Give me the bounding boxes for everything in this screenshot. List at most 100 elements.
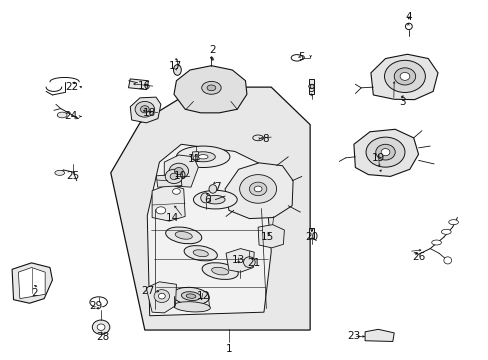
Text: 10: 10 <box>173 171 186 181</box>
Ellipse shape <box>169 163 188 179</box>
Ellipse shape <box>375 144 394 160</box>
Text: 15: 15 <box>261 232 274 242</box>
Ellipse shape <box>191 152 215 162</box>
Text: 2: 2 <box>31 288 38 297</box>
Polygon shape <box>152 184 185 221</box>
Polygon shape <box>370 54 437 100</box>
Ellipse shape <box>186 294 195 298</box>
Polygon shape <box>258 225 284 248</box>
Text: 17: 17 <box>168 61 182 71</box>
Ellipse shape <box>165 169 183 184</box>
Ellipse shape <box>193 250 208 257</box>
Ellipse shape <box>174 167 183 175</box>
Ellipse shape <box>92 320 110 334</box>
Ellipse shape <box>176 146 229 167</box>
Ellipse shape <box>206 85 215 91</box>
Ellipse shape <box>366 137 404 167</box>
Ellipse shape <box>254 186 262 192</box>
Text: 7: 7 <box>214 182 221 192</box>
Ellipse shape <box>443 257 451 264</box>
Ellipse shape <box>205 195 224 204</box>
Ellipse shape <box>172 189 180 194</box>
Ellipse shape <box>55 170 64 175</box>
Ellipse shape <box>211 267 228 275</box>
Ellipse shape <box>290 55 302 61</box>
Polygon shape <box>19 267 45 298</box>
Text: 29: 29 <box>89 301 102 311</box>
Ellipse shape <box>198 155 207 159</box>
Ellipse shape <box>172 287 209 305</box>
Ellipse shape <box>158 293 165 299</box>
Polygon shape <box>225 249 254 272</box>
Bar <box>156 174 182 187</box>
Polygon shape <box>12 263 52 303</box>
Polygon shape <box>130 97 161 123</box>
Ellipse shape <box>193 190 237 209</box>
Text: 14: 14 <box>165 212 179 222</box>
Text: 12: 12 <box>196 291 209 301</box>
Ellipse shape <box>135 102 154 117</box>
Text: 11: 11 <box>188 154 201 163</box>
Ellipse shape <box>97 324 105 330</box>
Ellipse shape <box>431 240 441 245</box>
Polygon shape <box>174 66 246 113</box>
Text: 19: 19 <box>371 153 384 163</box>
Text: 20: 20 <box>305 232 318 242</box>
Text: 21: 21 <box>247 258 260 268</box>
Polygon shape <box>365 329 393 342</box>
Ellipse shape <box>308 84 314 89</box>
Text: 25: 25 <box>66 171 80 181</box>
Ellipse shape <box>140 106 149 113</box>
Ellipse shape <box>154 290 169 302</box>
Bar <box>128 79 148 90</box>
Ellipse shape <box>57 112 67 118</box>
Bar <box>309 228 313 238</box>
Ellipse shape <box>181 292 200 301</box>
Ellipse shape <box>405 23 411 30</box>
Text: 3: 3 <box>398 97 405 107</box>
Ellipse shape <box>243 257 255 267</box>
Polygon shape <box>224 163 292 219</box>
Ellipse shape <box>380 149 389 156</box>
Ellipse shape <box>384 60 425 93</box>
Text: 8: 8 <box>262 134 268 144</box>
Ellipse shape <box>173 64 181 75</box>
Polygon shape <box>353 129 418 176</box>
Bar <box>192 152 199 160</box>
Ellipse shape <box>249 182 266 196</box>
Ellipse shape <box>393 68 415 85</box>
Text: 18: 18 <box>143 108 156 118</box>
Text: 28: 28 <box>96 332 109 342</box>
Polygon shape <box>147 144 271 316</box>
Ellipse shape <box>184 246 217 261</box>
Text: 5: 5 <box>298 52 305 62</box>
Bar <box>308 79 313 94</box>
Ellipse shape <box>173 302 210 312</box>
Ellipse shape <box>399 72 409 80</box>
Text: 24: 24 <box>63 111 77 121</box>
Ellipse shape <box>239 175 276 203</box>
Ellipse shape <box>170 173 178 180</box>
Text: 27: 27 <box>142 287 155 296</box>
Ellipse shape <box>156 207 165 214</box>
Ellipse shape <box>448 220 458 225</box>
Text: 4: 4 <box>404 13 411 22</box>
Text: 23: 23 <box>346 332 360 342</box>
Text: 2: 2 <box>209 45 216 55</box>
Text: 16: 16 <box>138 81 151 91</box>
Ellipse shape <box>202 263 238 279</box>
Text: 1: 1 <box>225 343 232 354</box>
Polygon shape <box>146 282 176 313</box>
Ellipse shape <box>441 229 450 234</box>
Text: 6: 6 <box>204 195 211 204</box>
Text: 13: 13 <box>232 255 245 265</box>
Polygon shape <box>111 87 309 330</box>
Text: 26: 26 <box>411 252 425 262</box>
Polygon shape <box>164 155 198 187</box>
Ellipse shape <box>175 231 192 239</box>
Ellipse shape <box>208 185 216 193</box>
Ellipse shape <box>252 135 263 141</box>
Ellipse shape <box>201 81 221 94</box>
Text: 9: 9 <box>307 84 314 94</box>
Ellipse shape <box>165 227 202 244</box>
